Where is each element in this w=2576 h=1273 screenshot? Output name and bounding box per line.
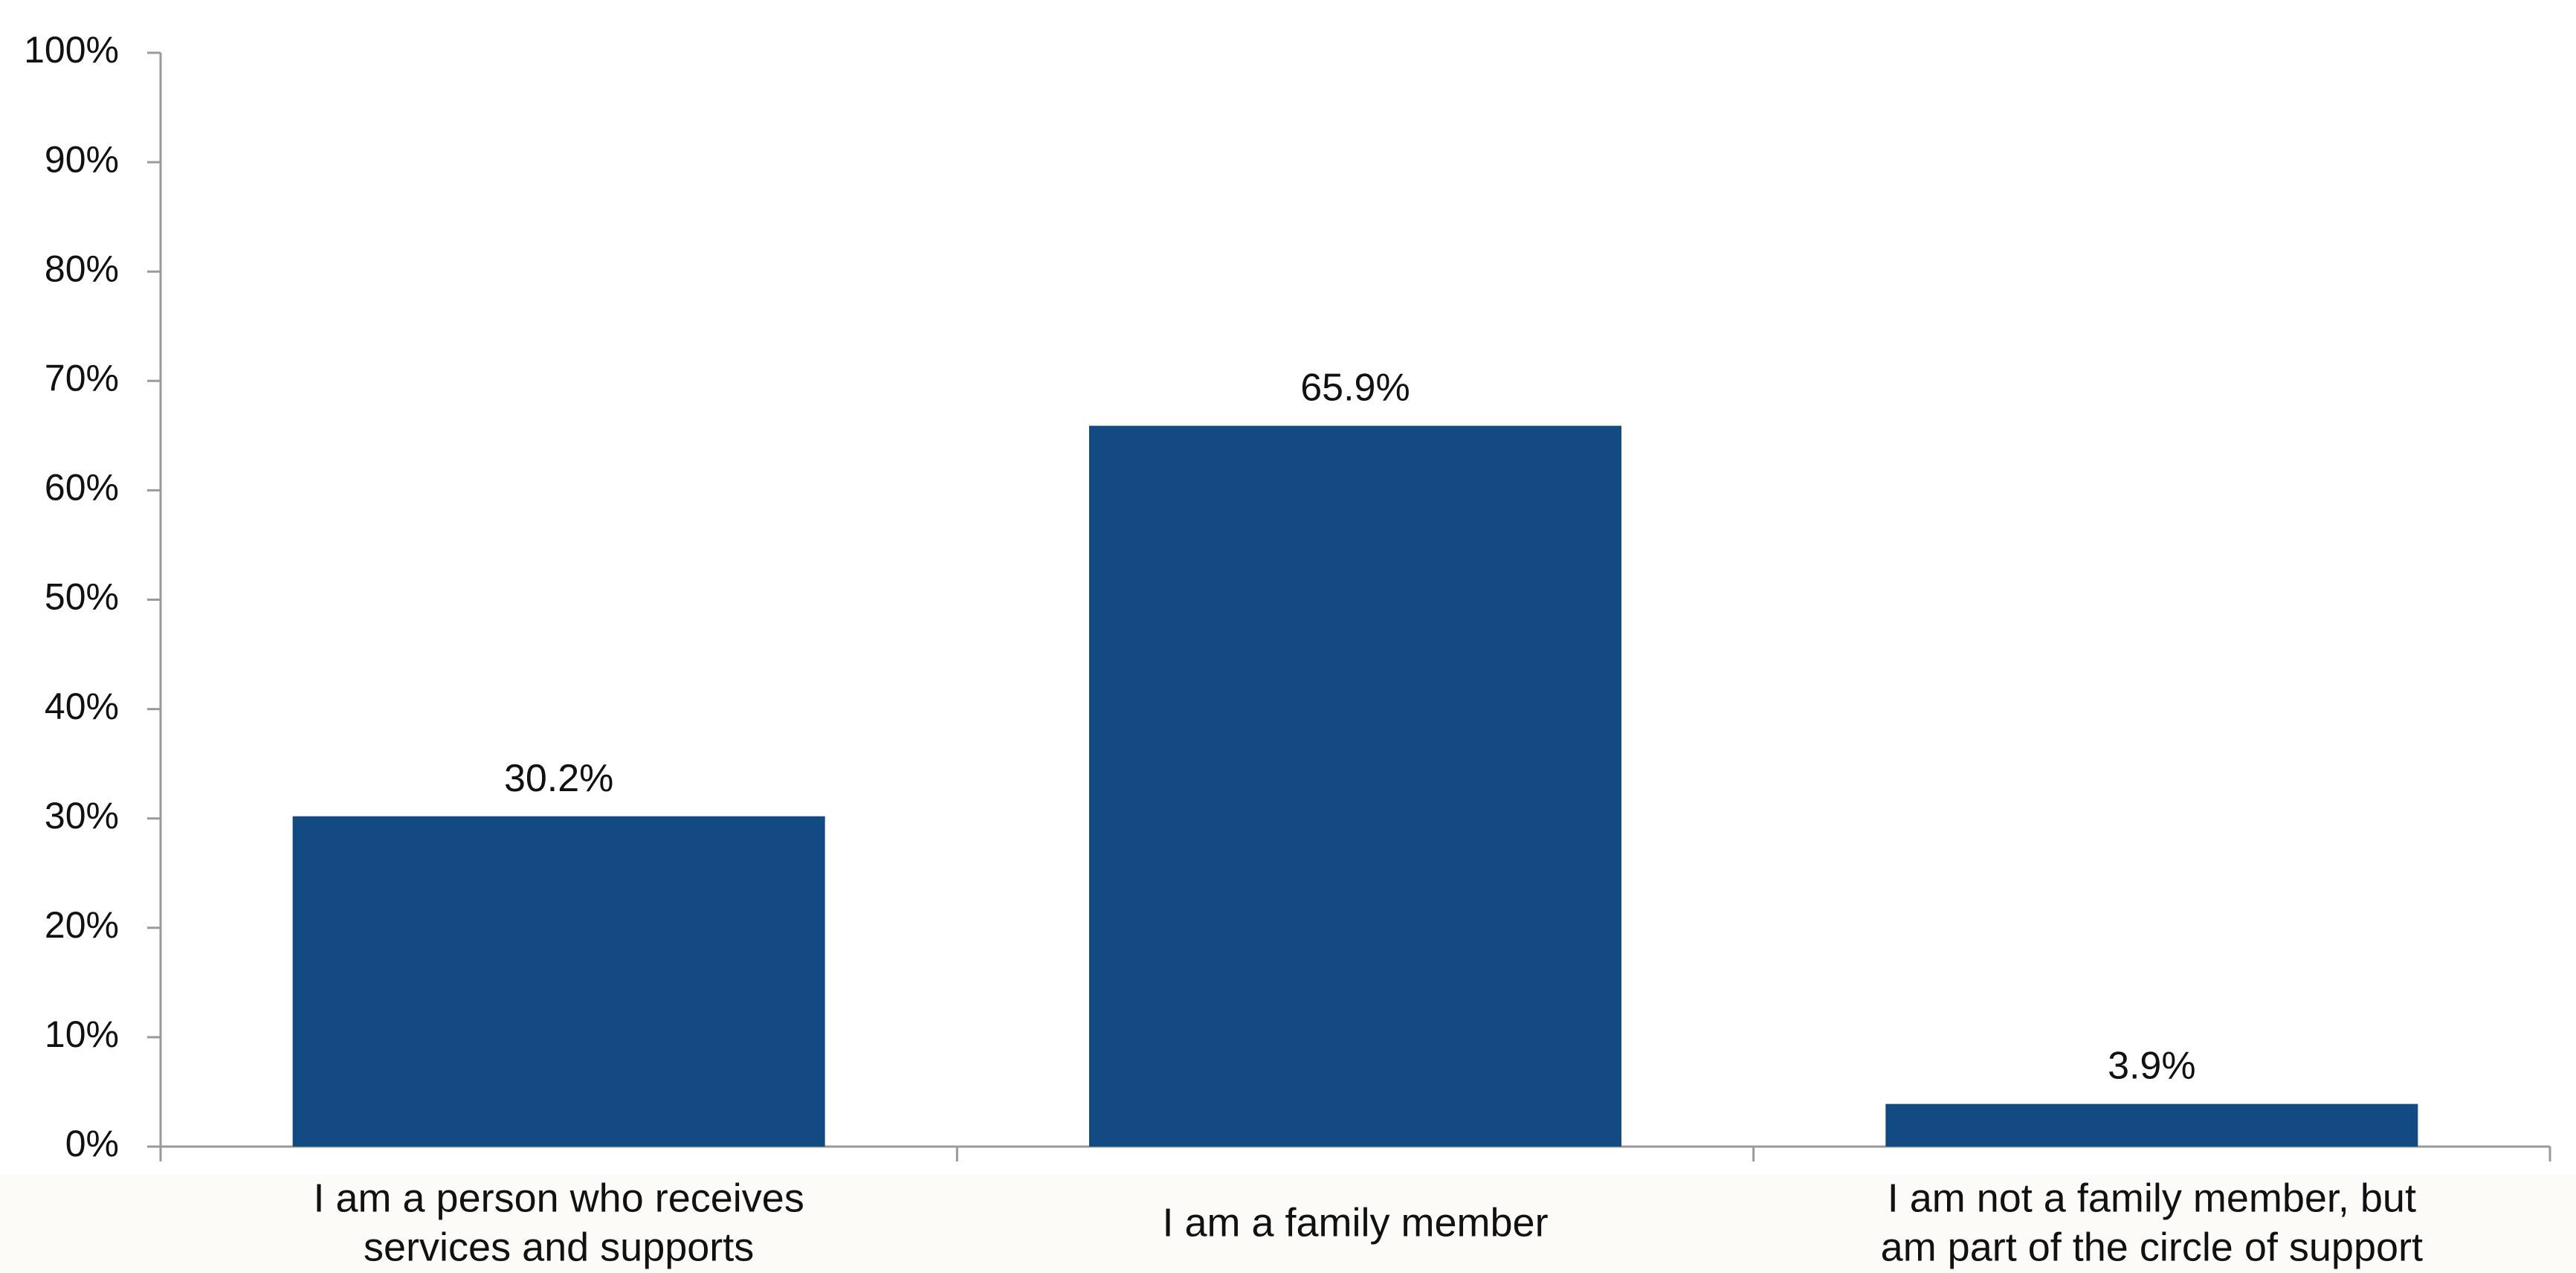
y-tick-label: 10%	[45, 1013, 119, 1055]
data-label: 30.2%	[504, 757, 613, 800]
data-label: 65.9%	[1300, 367, 1410, 410]
bar	[1885, 1103, 2418, 1147]
x-category-label: I am a person who receives services and s…	[314, 1176, 804, 1269]
data-labels: 30.2% 65.9% 3.9%	[504, 367, 2196, 1088]
bar	[1089, 425, 1621, 1147]
category-labels: I am a person who receives services and s…	[314, 1176, 2424, 1269]
bar	[292, 816, 825, 1147]
x-category-label: I am a family member	[1162, 1200, 1548, 1245]
x-category-label: I am not a family member, but am part of …	[1881, 1176, 2423, 1269]
y-tick-label: 80%	[45, 248, 119, 289]
y-tick-label: 60%	[45, 467, 119, 509]
bars	[292, 425, 2418, 1147]
y-tick-label: 50%	[45, 576, 119, 618]
y-tick-label: 20%	[45, 904, 119, 946]
y-tick-label: 40%	[45, 686, 119, 727]
y-axis: 0% 10% 20% 30% 40% 50% 60% 70% 80% 90% 100%	[24, 29, 162, 1164]
y-tick-label: 100%	[24, 29, 119, 71]
data-label: 3.9%	[2108, 1045, 2196, 1088]
y-tick-label: 0%	[65, 1123, 119, 1164]
y-tick-label: 90%	[45, 138, 119, 180]
y-tick-label: 30%	[45, 795, 119, 837]
y-tick-label: 70%	[45, 358, 119, 399]
